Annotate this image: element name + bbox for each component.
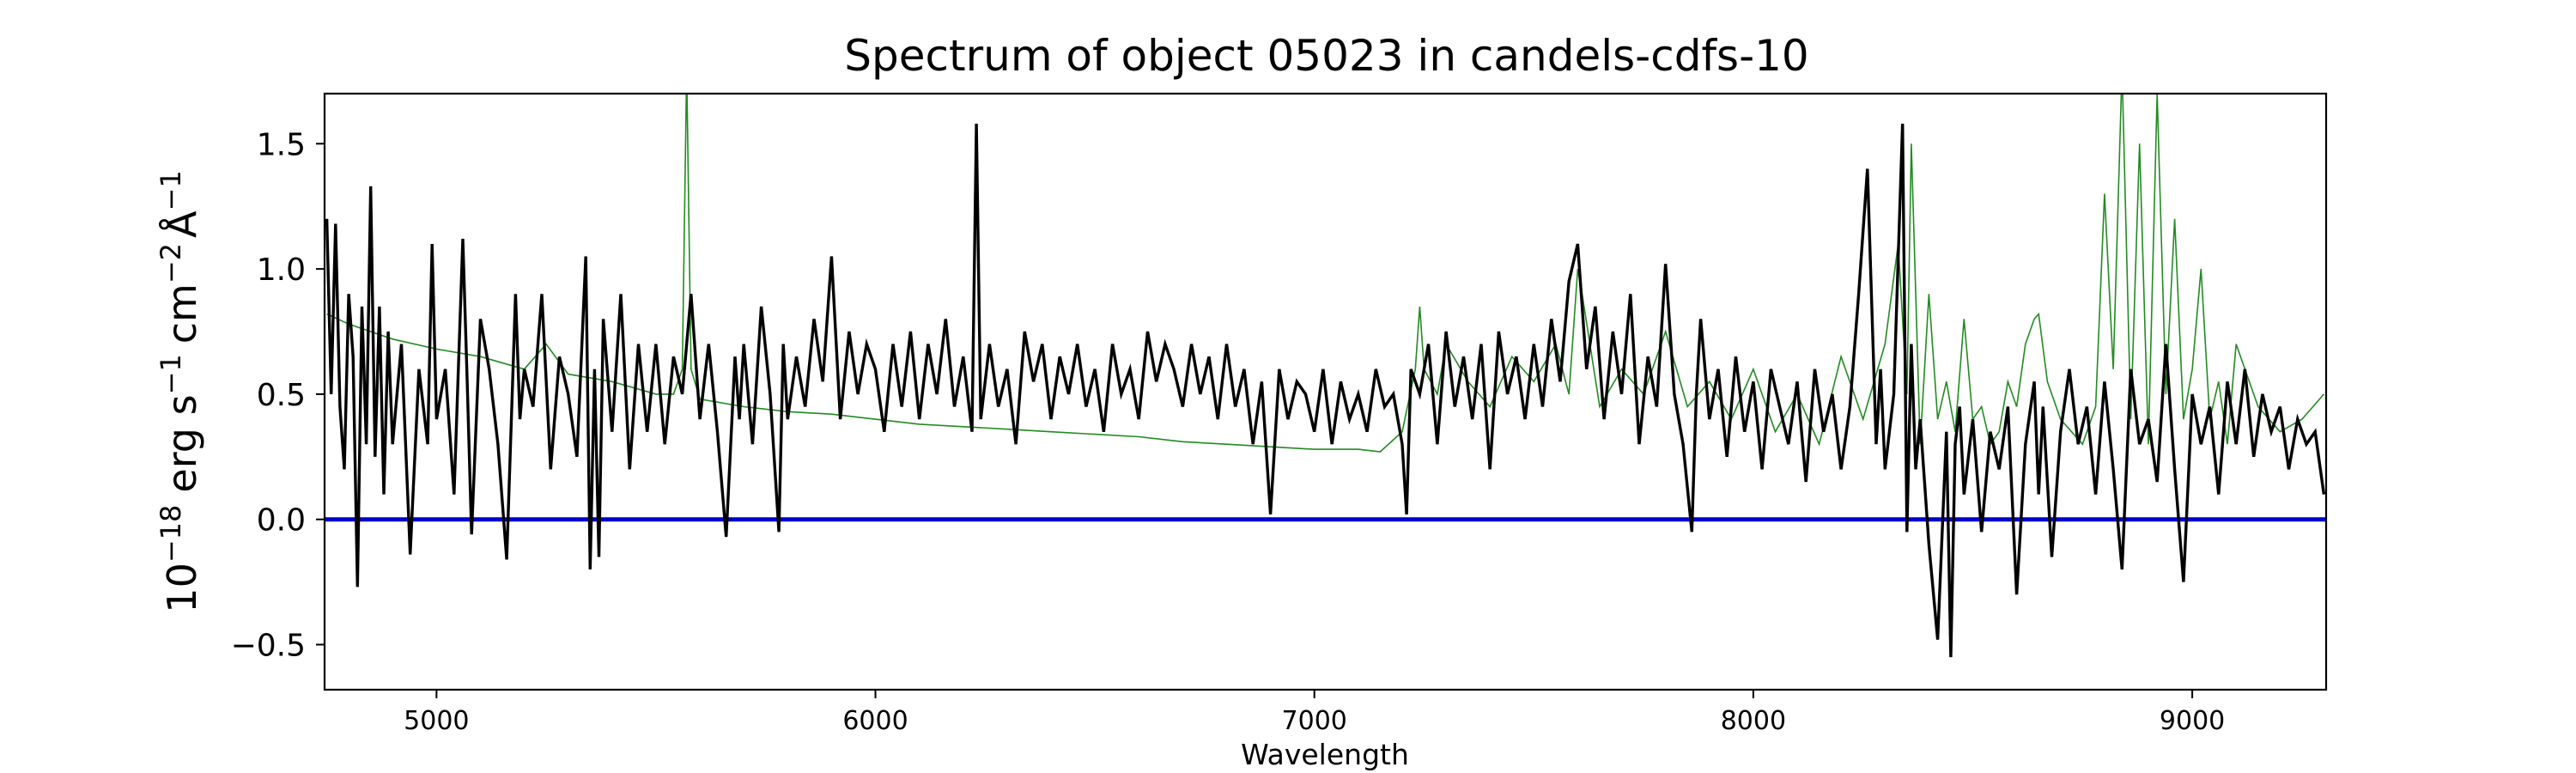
- chart-title: Spectrum of object 05023 in candels-cdfs…: [844, 31, 1809, 81]
- y-label-unit: erg s: [159, 394, 205, 492]
- y-tick-label: −0.5: [231, 629, 306, 664]
- y-axis-label: 10−18erg s−1cm−2Å−1: [155, 170, 205, 612]
- y-label-cm: cm: [159, 283, 205, 344]
- x-tick-label: 6000: [842, 706, 908, 736]
- y-label-exponent: −18: [155, 505, 187, 563]
- y-label-cm-exp: −2: [155, 243, 187, 283]
- x-axis-ticks: 5000 6000 7000 8000 9000: [404, 690, 2225, 736]
- x-tick-label: 7000: [1282, 706, 1347, 736]
- x-tick-label: 8000: [1721, 706, 1786, 736]
- y-label-angstrom: Å: [159, 210, 205, 238]
- y-tick-label: 0.5: [257, 378, 306, 413]
- x-tick-label: 5000: [404, 706, 469, 736]
- y-tick-label: 1.5: [257, 127, 306, 162]
- plot-area: [325, 69, 2326, 657]
- x-tick-label: 9000: [2160, 706, 2225, 736]
- y-label-s-exp: −1: [155, 354, 187, 394]
- y-tick-label: 1.0: [257, 253, 306, 288]
- x-axis-label: Wavelength: [1241, 738, 1409, 771]
- y-tick-label: 0.0: [257, 503, 306, 539]
- y-axis-ticks: −0.5 0.0 0.5 1.0 1.5: [231, 127, 325, 663]
- y-label-a-exp: −1: [155, 170, 187, 210]
- y-label-prefix: 10: [159, 563, 205, 613]
- flux-spectrum-line: [327, 124, 2324, 657]
